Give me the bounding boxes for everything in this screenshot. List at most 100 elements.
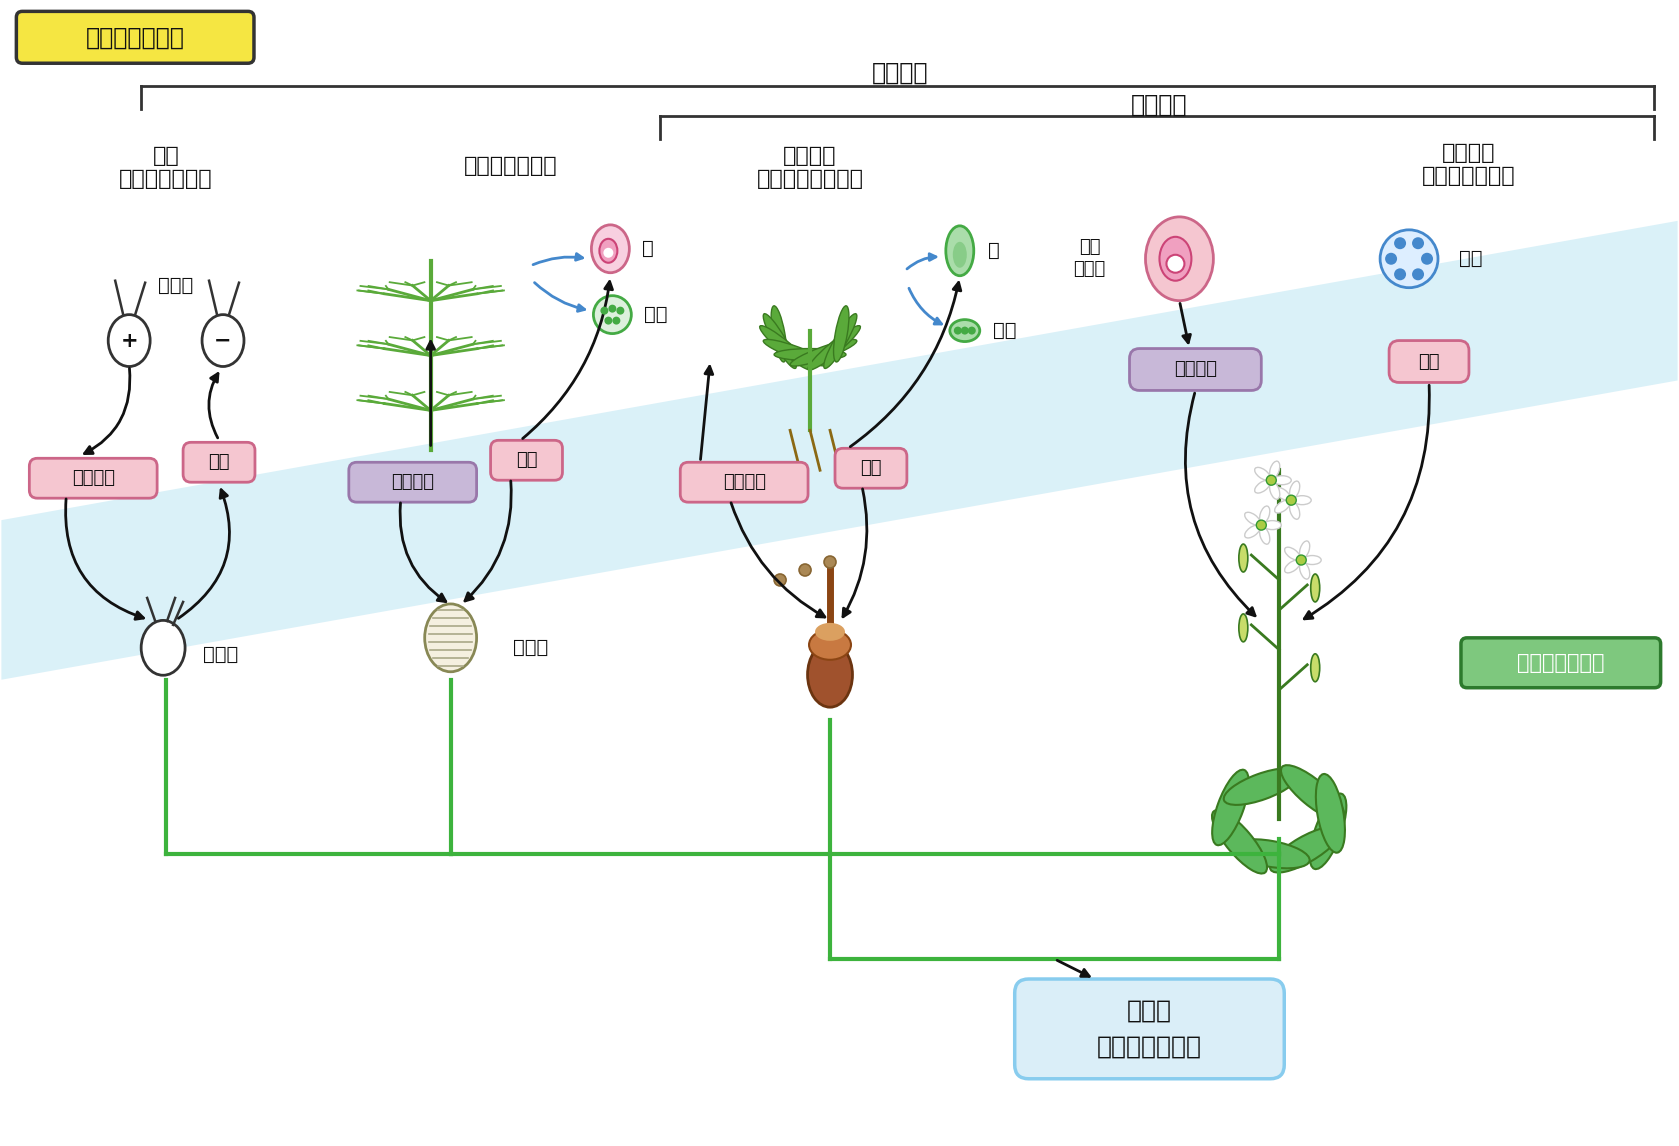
Circle shape — [1394, 237, 1405, 249]
Text: シャジクモ藻類: シャジクモ藻類 — [463, 156, 557, 176]
Text: シロイヌナズナ: シロイヌナズナ — [1422, 166, 1516, 186]
Circle shape — [1420, 253, 1432, 265]
Ellipse shape — [1310, 793, 1347, 869]
Circle shape — [960, 327, 969, 335]
Ellipse shape — [950, 320, 981, 342]
Ellipse shape — [814, 623, 845, 641]
Text: +: + — [121, 330, 138, 351]
Ellipse shape — [1231, 839, 1310, 869]
Ellipse shape — [764, 314, 796, 369]
Ellipse shape — [1259, 527, 1269, 544]
FancyBboxPatch shape — [1014, 979, 1284, 1078]
Text: 配偶体: 配偶体 — [1073, 260, 1106, 277]
Ellipse shape — [791, 339, 856, 366]
Text: 受精: 受精 — [1419, 353, 1441, 370]
Circle shape — [1167, 254, 1184, 273]
Ellipse shape — [1284, 560, 1300, 573]
Text: 精子: 精子 — [992, 321, 1016, 340]
Ellipse shape — [1244, 525, 1261, 537]
Ellipse shape — [1254, 480, 1269, 493]
Circle shape — [616, 307, 625, 315]
FancyBboxPatch shape — [17, 11, 254, 63]
Text: 卵: 卵 — [643, 240, 655, 258]
Ellipse shape — [591, 225, 630, 273]
Text: 減数分裂: 減数分裂 — [391, 473, 435, 492]
Text: 受精: 受精 — [860, 460, 881, 477]
Ellipse shape — [1311, 654, 1320, 682]
Ellipse shape — [1212, 770, 1249, 846]
Ellipse shape — [774, 348, 846, 361]
Text: 配偶子: 配偶子 — [158, 276, 193, 296]
FancyBboxPatch shape — [1389, 340, 1469, 383]
Text: コケ植物: コケ植物 — [784, 146, 836, 166]
Text: 陸上植物: 陸上植物 — [1132, 93, 1187, 117]
Text: 被子植物: 被子植物 — [1442, 143, 1496, 163]
Text: 減数分裂: 減数分裂 — [72, 469, 114, 487]
Text: クラミドモナス: クラミドモナス — [119, 168, 213, 189]
Polygon shape — [2, 221, 1677, 680]
Circle shape — [1266, 476, 1276, 485]
FancyBboxPatch shape — [349, 462, 477, 502]
Ellipse shape — [759, 325, 813, 370]
Ellipse shape — [1239, 544, 1247, 572]
Circle shape — [1296, 555, 1306, 565]
Ellipse shape — [1269, 482, 1279, 500]
Text: 精子: 精子 — [645, 305, 668, 324]
Text: 陸上化: 陸上化 — [1127, 999, 1172, 1023]
Ellipse shape — [599, 238, 618, 262]
Ellipse shape — [809, 630, 851, 660]
Circle shape — [601, 307, 608, 315]
Text: 接合: 接合 — [208, 454, 230, 471]
Ellipse shape — [1284, 547, 1300, 560]
Text: 受精: 受精 — [515, 452, 537, 469]
Ellipse shape — [1316, 774, 1345, 853]
Ellipse shape — [1269, 461, 1279, 478]
FancyBboxPatch shape — [1130, 348, 1261, 391]
Text: 卵: 卵 — [987, 242, 999, 260]
FancyBboxPatch shape — [490, 440, 562, 480]
Text: 受精卵: 受精卵 — [512, 638, 547, 658]
Ellipse shape — [1293, 496, 1311, 504]
Circle shape — [799, 564, 811, 576]
Ellipse shape — [1274, 487, 1289, 500]
Text: 雌性: 雌性 — [1080, 237, 1100, 256]
Ellipse shape — [1281, 766, 1345, 821]
Ellipse shape — [808, 325, 860, 370]
Ellipse shape — [1269, 826, 1340, 872]
Ellipse shape — [945, 226, 974, 276]
Circle shape — [774, 574, 786, 586]
Text: 減数分裂: 減数分裂 — [1174, 361, 1217, 378]
Ellipse shape — [1311, 574, 1320, 602]
Text: ヒメツリガネゴケ: ヒメツリガネゴケ — [757, 168, 863, 189]
Text: 複相（胞子体）: 複相（胞子体） — [1518, 653, 1605, 673]
Text: 緑藻: 緑藻 — [153, 146, 180, 166]
Ellipse shape — [1289, 502, 1300, 519]
Ellipse shape — [1274, 500, 1289, 513]
Ellipse shape — [1303, 556, 1321, 565]
Ellipse shape — [1160, 237, 1192, 281]
Ellipse shape — [952, 242, 967, 268]
Text: 複相の多細胞化: 複相の多細胞化 — [1096, 1035, 1202, 1059]
Circle shape — [967, 327, 975, 335]
Ellipse shape — [1289, 481, 1300, 499]
Circle shape — [1394, 268, 1405, 281]
Ellipse shape — [1380, 230, 1437, 288]
Circle shape — [603, 248, 613, 258]
Ellipse shape — [1224, 768, 1300, 804]
Text: 花粉: 花粉 — [1459, 250, 1483, 268]
Ellipse shape — [1254, 468, 1269, 480]
Circle shape — [1385, 253, 1397, 265]
Text: 緑色植物: 緑色植物 — [871, 61, 928, 85]
Ellipse shape — [1273, 476, 1291, 485]
Ellipse shape — [808, 642, 853, 707]
Circle shape — [604, 316, 613, 324]
Ellipse shape — [593, 296, 631, 333]
Ellipse shape — [764, 339, 829, 366]
Circle shape — [824, 556, 836, 568]
Text: 減数分裂: 減数分裂 — [722, 473, 766, 492]
FancyBboxPatch shape — [1461, 638, 1661, 688]
Ellipse shape — [833, 306, 850, 362]
FancyBboxPatch shape — [29, 458, 158, 499]
Ellipse shape — [1212, 810, 1268, 873]
Ellipse shape — [1300, 562, 1310, 579]
